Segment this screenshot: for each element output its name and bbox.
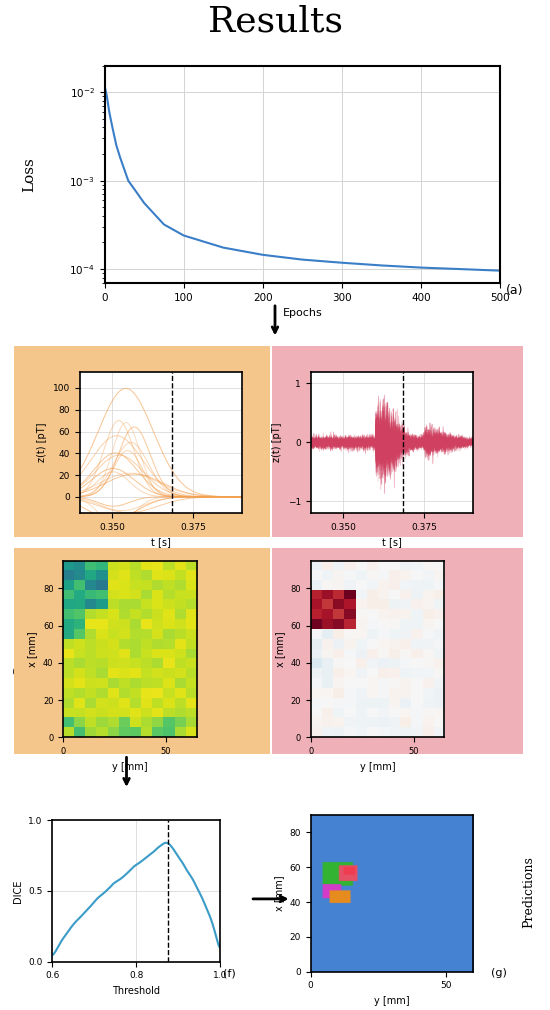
Text: (e): (e)	[505, 739, 520, 749]
FancyBboxPatch shape	[3, 542, 547, 761]
Text: Meas.: Meas.	[19, 421, 33, 463]
X-axis label: Epochs: Epochs	[283, 308, 322, 318]
Text: Results: Results	[207, 4, 343, 38]
FancyBboxPatch shape	[3, 340, 547, 543]
Y-axis label: z(t) [pT]: z(t) [pT]	[37, 422, 47, 463]
FancyBboxPatch shape	[6, 542, 277, 761]
FancyBboxPatch shape	[3, 36, 547, 312]
FancyBboxPatch shape	[265, 340, 530, 543]
X-axis label: y [mm]: y [mm]	[374, 996, 410, 1006]
Y-axis label: x [mm]: x [mm]	[28, 631, 37, 667]
Y-axis label: z(t) [pT]: z(t) [pT]	[272, 422, 282, 463]
FancyBboxPatch shape	[7, 792, 257, 993]
FancyBboxPatch shape	[271, 792, 543, 993]
FancyBboxPatch shape	[265, 542, 530, 761]
X-axis label: t [s]: t [s]	[151, 537, 171, 547]
X-axis label: Threshold: Threshold	[112, 986, 160, 996]
Text: Current
Densities: Current Densities	[13, 622, 41, 681]
Text: (g): (g)	[492, 969, 507, 978]
Text: Estimations: Estimations	[113, 354, 205, 368]
FancyBboxPatch shape	[6, 340, 277, 543]
Text: (b): (b)	[235, 520, 251, 530]
X-axis label: t [s]: t [s]	[382, 537, 402, 547]
Y-axis label: x [mm]: x [mm]	[274, 876, 284, 911]
X-axis label: y [mm]: y [mm]	[112, 762, 148, 772]
Text: (a): (a)	[505, 285, 523, 297]
Y-axis label: $||\hat{j}_b||_2$ [A/mm$^2$]: $||\hat{j}_b||_2$ [A/mm$^2$]	[487, 623, 500, 675]
Text: (d): (d)	[235, 739, 251, 749]
Text: Delta: Delta	[386, 354, 428, 368]
X-axis label: y [mm]: y [mm]	[360, 762, 395, 772]
Y-axis label: $||\hat{j}_b||_2$ [A/mm$^2$]: $||\hat{j}_b||_2$ [A/mm$^2$]	[234, 623, 248, 675]
Text: (c): (c)	[505, 520, 520, 530]
Text: Loss: Loss	[23, 157, 36, 192]
Y-axis label: DICE: DICE	[13, 879, 23, 903]
Text: (f): (f)	[223, 969, 236, 978]
Y-axis label: x [mm]: x [mm]	[275, 631, 285, 667]
Text: Predictions: Predictions	[522, 856, 535, 928]
Text: $\mathcal{L}$: $\mathcal{L}$	[103, 155, 113, 167]
